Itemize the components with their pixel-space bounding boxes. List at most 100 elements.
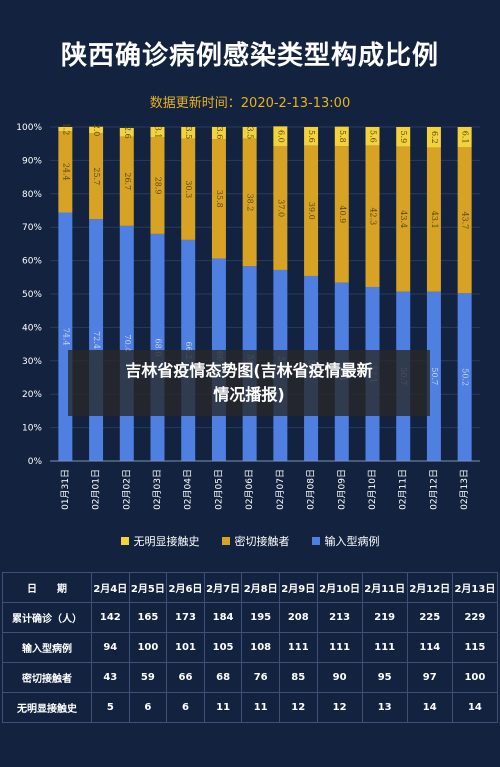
bar-segment-contact [304, 145, 319, 276]
y-tick-label: 70% [22, 223, 42, 233]
bar-segment-contact [181, 138, 196, 240]
table-header-cell: 2月5日 [128, 572, 168, 603]
data-label: 2.6 [123, 126, 132, 139]
bar-segment-unknown [242, 127, 257, 139]
table-cell: 95 [361, 662, 408, 693]
table-cell: 165 [128, 602, 168, 633]
legend-swatch-contact [221, 537, 230, 545]
data-label: 2.0 [92, 124, 101, 137]
x-tick-label: 02月13日 [459, 469, 470, 510]
bar-segment-contact [89, 133, 104, 220]
y-tick-label: 50% [22, 290, 42, 300]
table-header-cell: 2月4日 [91, 572, 130, 603]
bar-segment-unknown [89, 126, 104, 134]
table-header-cell: 2月12日 [406, 572, 453, 603]
table-cell: 173 [166, 602, 205, 633]
table-row: 输入型病例 94 100 101 105 108 111 111 111 114 115 [2, 632, 499, 663]
data-label: 24.4 [61, 163, 70, 181]
stacked-bar-chart: 0% 10% 20% 30% 40% 50% 60% 70% 80% 90% 100% 74.4 24.… [16, 123, 480, 510]
table-cell: 225 [406, 602, 453, 633]
caption-line-2: 情况播报) [213, 385, 285, 404]
table-row-label: 累计确诊（人） [2, 602, 92, 633]
legend-item-unknown: 无明显接触史 [120, 533, 200, 549]
table-cell: 68 [203, 662, 243, 693]
x-tick-label: 02月05日 [213, 469, 224, 510]
table-cell: 5 [91, 692, 130, 723]
data-label: 72.4 [92, 331, 101, 349]
y-tick-label: 60% [22, 257, 42, 267]
bar-segment-contact [119, 136, 134, 226]
table-cell: 111 [278, 632, 318, 663]
bar-segment-contact [150, 137, 165, 234]
bar-segment-unknown [181, 127, 196, 139]
table-cell: 142 [91, 602, 130, 633]
table-row: 密切接触者 43 59 66 68 76 85 90 95 97 100 [2, 662, 499, 693]
table-cell: 59 [128, 662, 168, 693]
data-label: 74.4 [61, 328, 70, 346]
table-header-cell: 日 期 [2, 572, 92, 603]
data-label: 5.8 [338, 130, 347, 143]
table-cell: 66 [166, 662, 205, 693]
table-cell: 115 [451, 632, 499, 663]
x-tick-label: 01月31日 [60, 469, 71, 510]
table-header-cell: 2月6日 [166, 572, 205, 603]
data-label: 5.6 [369, 130, 378, 143]
x-tick-label: 02月02日 [121, 469, 132, 510]
data-label: 5.6 [307, 130, 316, 143]
bar-segment-contact [426, 147, 441, 292]
data-label: 70.4 [123, 335, 132, 353]
x-tick-label: 02月01日 [91, 469, 102, 510]
data-label: 39.0 [307, 202, 316, 220]
table-cell: 114 [406, 632, 453, 663]
table-header-cell: 2月13日 [451, 572, 499, 603]
y-tick-label: 10% [22, 424, 42, 434]
table-header-cell: 2月7日 [203, 572, 243, 603]
table-cell: 14 [451, 692, 499, 723]
table-cell: 213 [316, 602, 363, 633]
table-cell: 219 [361, 602, 408, 633]
table-cell: 90 [316, 662, 363, 693]
table-cell: 11 [203, 692, 243, 723]
data-label: 37.0 [276, 199, 285, 217]
table-cell: 13 [361, 692, 408, 723]
data-label: 42.3 [369, 207, 378, 225]
data-label: 43.7 [461, 211, 470, 229]
y-tick-label: 80% [22, 190, 42, 200]
data-label: 25.7 [92, 167, 101, 185]
table-cell: 6 [128, 692, 168, 723]
table-header-cell: 2月9日 [278, 572, 318, 603]
table-cell: 195 [241, 602, 280, 633]
table-cell: 111 [361, 632, 408, 663]
bar-segment-contact [273, 146, 288, 270]
bar-segment-unknown [273, 126, 288, 147]
table-header-cell: 2月10日 [316, 572, 363, 603]
bar-segment-contact [365, 145, 380, 287]
data-label: 38.2 [246, 194, 255, 212]
chart-legend: 无明显接触史 密切接触者 输入型病例 [0, 533, 500, 549]
update-time: 数据更新时间：2020-2-13-13:00 [149, 96, 351, 111]
table-cell: 101 [166, 632, 205, 663]
table-row-label: 无明显接触史 [2, 692, 92, 723]
legend-item-imported: 输入型病例 [311, 533, 380, 549]
data-label: 40.9 [338, 205, 347, 223]
bar-segment-unknown [457, 127, 472, 148]
table-cell: 76 [241, 662, 280, 693]
legend-label-unknown: 无明显接触史 [133, 535, 200, 548]
caption-line-1: 吉林省疫情态势图(吉林省疫情最新 [125, 361, 373, 380]
table-cell: 208 [278, 602, 318, 633]
bar-segment-contact [396, 146, 411, 292]
data-label: 3.5 [246, 126, 255, 139]
table-cell: 184 [203, 602, 243, 633]
data-label: 6.1 [461, 131, 470, 144]
data-label: 68.0 [154, 339, 163, 357]
x-tick-label: 02月08日 [306, 469, 317, 510]
table-cell: 12 [316, 692, 363, 723]
table-cell: 108 [241, 632, 280, 663]
bar-segment-unknown [58, 127, 73, 132]
page-title: 陕西确诊病例感染类型构成比例 [60, 41, 439, 71]
data-label: 6.2 [430, 131, 439, 144]
legend-item-contact: 密切接触者 [221, 533, 290, 549]
bar-segment-unknown [334, 126, 349, 147]
table-cell: 97 [406, 662, 453, 693]
